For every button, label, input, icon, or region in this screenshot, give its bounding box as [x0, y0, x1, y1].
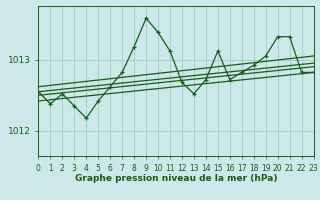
- X-axis label: Graphe pression niveau de la mer (hPa): Graphe pression niveau de la mer (hPa): [75, 174, 277, 183]
